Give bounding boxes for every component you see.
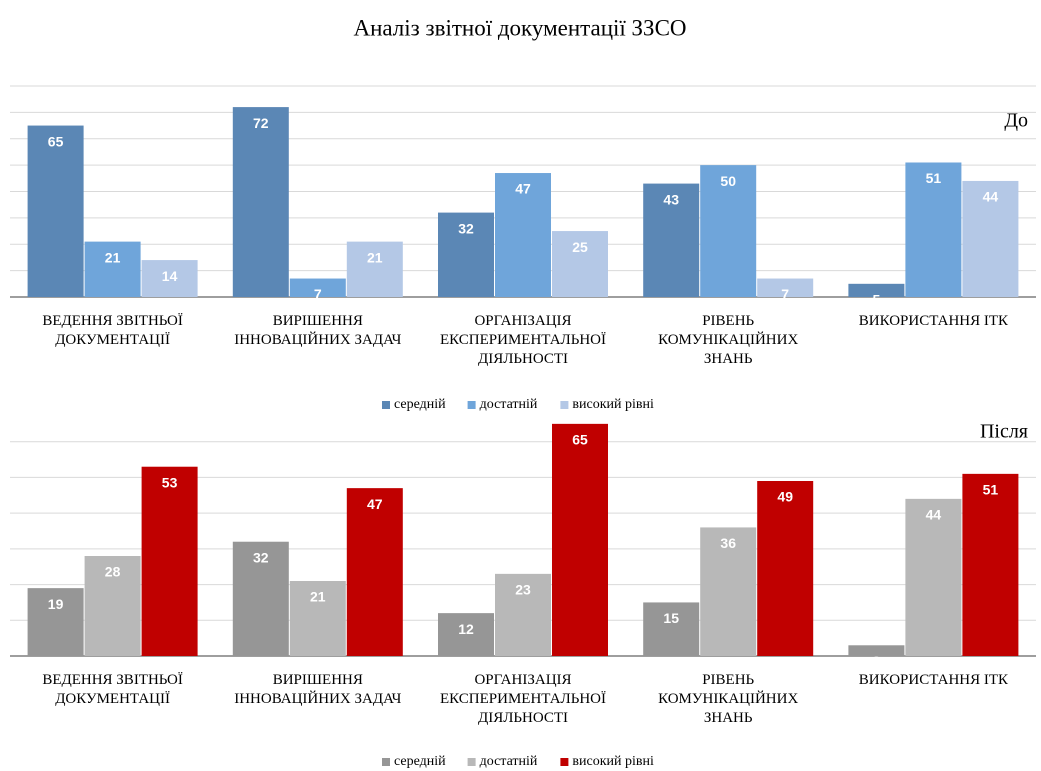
bar bbox=[84, 241, 141, 297]
x-tick-label: ОРГАНІЗАЦІЯ ЕКСПЕРИМЕНТАЛЬНОЇ ДІЯЛЬНОСТІ bbox=[440, 672, 606, 726]
bar bbox=[141, 466, 198, 656]
x-tick-label-box: ВЕДЕННЯ ЗВІТНЬОЇ ДОКУМЕНТАЦІЇ bbox=[42, 672, 183, 707]
chart-title: Аналіз звітної документації ЗЗСО bbox=[353, 15, 686, 40]
legend-swatch bbox=[382, 401, 390, 409]
data-label: 7 bbox=[781, 286, 789, 302]
data-label: 49 bbox=[777, 489, 793, 505]
bar bbox=[848, 283, 905, 297]
bar bbox=[643, 183, 700, 297]
x-tick-label: ВЕДЕННЯ ЗВІТНЬОЇ ДОКУМЕНТАЦІЇ bbox=[42, 672, 183, 707]
legend-label: середній bbox=[394, 397, 446, 412]
bar bbox=[232, 107, 289, 297]
bar bbox=[289, 278, 346, 297]
data-label: 19 bbox=[48, 596, 64, 612]
bar bbox=[552, 231, 608, 297]
bar bbox=[962, 180, 1019, 297]
data-label: 21 bbox=[105, 249, 121, 265]
legend-swatch bbox=[467, 401, 476, 409]
legend-label: високий рівні bbox=[572, 397, 654, 412]
data-label: 65 bbox=[48, 133, 64, 149]
bar bbox=[757, 278, 814, 297]
data-label: 47 bbox=[367, 496, 383, 512]
bar bbox=[495, 573, 551, 656]
legend-label: високий рівні bbox=[572, 754, 654, 769]
chart-label: До bbox=[1004, 110, 1028, 132]
bar bbox=[643, 602, 700, 656]
data-label: 51 bbox=[983, 482, 999, 498]
bar bbox=[289, 581, 346, 656]
x-tick-label-box: ВИРІШЕННЯ ІННОВАЦІЙНИХ ЗАДАЧ bbox=[234, 672, 402, 707]
legend-swatch bbox=[382, 758, 390, 766]
data-label: 51 bbox=[926, 170, 942, 186]
data-label: 50 bbox=[720, 173, 736, 189]
bar bbox=[346, 488, 403, 656]
bar bbox=[962, 473, 1019, 656]
legend-swatch bbox=[467, 758, 476, 766]
data-label: 21 bbox=[310, 589, 326, 605]
data-label: 32 bbox=[458, 220, 474, 236]
data-label: 15 bbox=[663, 610, 679, 626]
bar bbox=[552, 423, 608, 656]
bar bbox=[438, 212, 494, 297]
bar bbox=[757, 481, 814, 656]
data-label: 7 bbox=[314, 286, 322, 302]
data-label: 32 bbox=[253, 549, 269, 565]
bar bbox=[700, 527, 757, 656]
legend-swatch bbox=[560, 401, 569, 409]
x-tick-label-box: ВИКОРИСТАННЯ ІТК bbox=[858, 672, 1009, 688]
legend-label: середній bbox=[394, 754, 446, 769]
data-label: 43 bbox=[663, 191, 679, 207]
x-tick-label-box: ОРГАНІЗАЦІЯ ЕКСПЕРИМЕНТАЛЬНОЇ ДІЯЛЬНОСТІ bbox=[440, 672, 606, 726]
x-tick-label: ВИРІШЕННЯ ІННОВАЦІЙНИХ ЗАДАЧ bbox=[234, 672, 402, 707]
data-label: 12 bbox=[458, 621, 474, 637]
data-label: 14 bbox=[162, 268, 178, 284]
data-label: 23 bbox=[515, 582, 531, 598]
bar bbox=[346, 241, 403, 297]
x-tick-label: ОРГАНІЗАЦІЯ ЕКСПЕРИМЕНТАЛЬНОЇ ДІЯЛЬНОСТІ bbox=[440, 313, 606, 367]
data-label: 36 bbox=[720, 535, 736, 551]
data-label: 47 bbox=[515, 181, 531, 197]
x-tick-label: ВИКОРИСТАННЯ ІТК bbox=[858, 672, 1009, 688]
data-label: 72 bbox=[253, 115, 269, 131]
data-label: 44 bbox=[926, 507, 942, 523]
x-tick-label-box: ВЕДЕННЯ ЗВІТНЬОЇ ДОКУМЕНТАЦІЇ bbox=[42, 313, 183, 348]
bar bbox=[27, 125, 84, 297]
x-tick-label: ВЕДЕННЯ ЗВІТНЬОЇ ДОКУМЕНТАЦІЇ bbox=[42, 313, 183, 348]
x-tick-label-box: ОРГАНІЗАЦІЯ ЕКСПЕРИМЕНТАЛЬНОЇ ДІЯЛЬНОСТІ bbox=[440, 313, 606, 367]
data-label: 3 bbox=[873, 653, 881, 669]
bar bbox=[84, 556, 141, 656]
legend-label: достатній bbox=[480, 754, 538, 769]
bar bbox=[495, 173, 551, 297]
bar bbox=[848, 645, 905, 656]
data-label: 28 bbox=[105, 564, 121, 580]
bar bbox=[905, 498, 962, 656]
x-tick-label: РІВЕНЬ КОМУНІКАЦІЙНИХ ЗНАНЬ bbox=[658, 313, 799, 367]
x-tick-label-box: РІВЕНЬ КОМУНІКАЦІЙНИХ ЗНАНЬ bbox=[658, 672, 799, 726]
legend-swatch bbox=[560, 758, 569, 766]
x-tick-label-box: ВИКОРИСТАННЯ ІТК bbox=[858, 313, 1009, 329]
x-tick-label-box: РІВЕНЬ КОМУНІКАЦІЙНИХ ЗНАНЬ bbox=[658, 313, 799, 367]
x-tick-label-box: ВИРІШЕННЯ ІННОВАЦІЙНИХ ЗАДАЧ bbox=[234, 313, 402, 348]
data-label: 65 bbox=[572, 432, 588, 448]
data-label: 53 bbox=[162, 474, 178, 490]
bar bbox=[27, 588, 84, 656]
bar bbox=[141, 260, 198, 297]
bar bbox=[232, 541, 289, 656]
x-tick-label: ВИРІШЕННЯ ІННОВАЦІЙНИХ ЗАДАЧ bbox=[234, 313, 402, 348]
x-tick-label: ВИКОРИСТАННЯ ІТК bbox=[858, 313, 1009, 329]
data-label: 5 bbox=[873, 292, 881, 308]
bar bbox=[438, 613, 494, 656]
bar bbox=[700, 165, 757, 297]
chart-label: Після bbox=[980, 421, 1028, 443]
data-label: 25 bbox=[572, 239, 588, 255]
x-tick-label: РІВЕНЬ КОМУНІКАЦІЙНИХ ЗНАНЬ bbox=[658, 672, 799, 726]
data-label: 44 bbox=[983, 189, 999, 205]
data-label: 21 bbox=[367, 249, 383, 265]
legend-label: достатній bbox=[480, 397, 538, 412]
bar bbox=[905, 162, 962, 297]
